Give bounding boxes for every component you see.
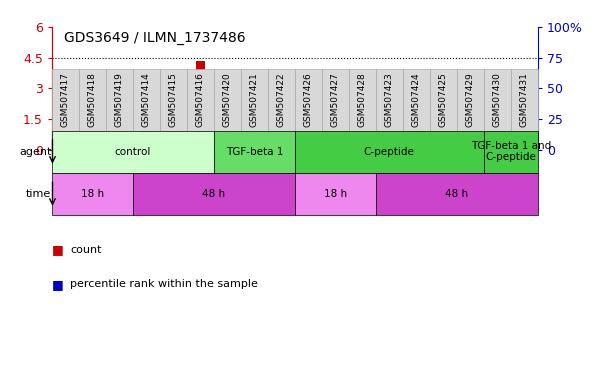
Bar xyxy=(214,69,241,131)
Text: agent: agent xyxy=(19,147,51,157)
Bar xyxy=(411,130,422,133)
Bar xyxy=(295,69,322,131)
Bar xyxy=(160,69,187,131)
Bar xyxy=(492,86,502,150)
Text: count: count xyxy=(70,245,102,255)
Bar xyxy=(430,69,456,131)
Text: GSM507421: GSM507421 xyxy=(250,72,259,127)
Bar xyxy=(511,69,538,131)
Text: GSM507414: GSM507414 xyxy=(142,72,151,127)
Bar xyxy=(357,148,367,150)
Text: GSM507427: GSM507427 xyxy=(331,72,340,127)
Bar xyxy=(376,69,403,131)
Text: GSM507426: GSM507426 xyxy=(304,72,313,127)
Bar xyxy=(491,118,503,122)
Bar xyxy=(133,173,295,215)
Text: GSM507416: GSM507416 xyxy=(196,72,205,127)
Text: ■: ■ xyxy=(52,243,64,256)
Text: GDS3649 / ILMN_1737486: GDS3649 / ILMN_1737486 xyxy=(64,31,246,45)
Text: GSM507429: GSM507429 xyxy=(466,72,475,127)
Text: 48 h: 48 h xyxy=(445,189,468,199)
Bar xyxy=(52,131,214,173)
Text: control: control xyxy=(115,147,151,157)
Bar xyxy=(214,131,295,173)
Bar xyxy=(384,141,395,142)
Bar xyxy=(187,69,214,131)
Text: 18 h: 18 h xyxy=(324,189,347,199)
Bar xyxy=(169,84,178,150)
Bar xyxy=(456,69,484,131)
Bar xyxy=(295,173,376,215)
Bar xyxy=(133,69,160,131)
Text: GSM507418: GSM507418 xyxy=(88,72,97,127)
Text: 18 h: 18 h xyxy=(81,189,104,199)
Bar xyxy=(60,121,71,125)
Bar xyxy=(268,69,295,131)
Text: GSM507417: GSM507417 xyxy=(61,72,70,127)
Bar xyxy=(195,116,206,120)
Bar xyxy=(222,121,233,125)
Bar xyxy=(106,69,133,131)
Text: GSM507423: GSM507423 xyxy=(385,72,393,127)
Text: TGF-beta 1: TGF-beta 1 xyxy=(225,147,283,157)
Bar xyxy=(250,114,259,150)
Bar xyxy=(484,69,511,131)
Text: C-peptide: C-peptide xyxy=(364,147,415,157)
Bar xyxy=(142,121,151,150)
Bar xyxy=(357,144,368,145)
Bar xyxy=(167,117,179,121)
Bar xyxy=(79,69,106,131)
Bar xyxy=(249,121,260,125)
Text: GSM507419: GSM507419 xyxy=(115,72,124,127)
Text: 48 h: 48 h xyxy=(202,189,225,199)
Text: GSM507422: GSM507422 xyxy=(277,72,286,127)
Bar xyxy=(141,131,152,134)
Text: GSM507424: GSM507424 xyxy=(412,72,421,127)
Bar xyxy=(349,69,376,131)
Bar xyxy=(222,115,232,150)
Bar xyxy=(295,131,484,173)
Text: TGF-beta 1 and
C-peptide: TGF-beta 1 and C-peptide xyxy=(470,141,551,162)
Bar xyxy=(277,148,286,150)
Text: time: time xyxy=(26,189,51,199)
Bar xyxy=(52,69,79,131)
Text: GSM507431: GSM507431 xyxy=(520,72,529,127)
Bar xyxy=(412,118,421,150)
Bar xyxy=(376,173,538,215)
Bar xyxy=(403,69,430,131)
Bar xyxy=(322,69,349,131)
Bar xyxy=(484,131,538,173)
Text: GSM507428: GSM507428 xyxy=(358,72,367,127)
Text: GSM507430: GSM507430 xyxy=(492,72,502,127)
Text: GSM507425: GSM507425 xyxy=(439,72,448,127)
Bar xyxy=(60,96,70,150)
Text: GSM507420: GSM507420 xyxy=(223,72,232,127)
Bar xyxy=(196,61,205,150)
Text: ■: ■ xyxy=(52,278,64,291)
Text: GSM507415: GSM507415 xyxy=(169,72,178,127)
Bar xyxy=(276,141,287,142)
Bar xyxy=(241,69,268,131)
Text: percentile rank within the sample: percentile rank within the sample xyxy=(70,279,258,289)
Bar xyxy=(52,173,133,215)
